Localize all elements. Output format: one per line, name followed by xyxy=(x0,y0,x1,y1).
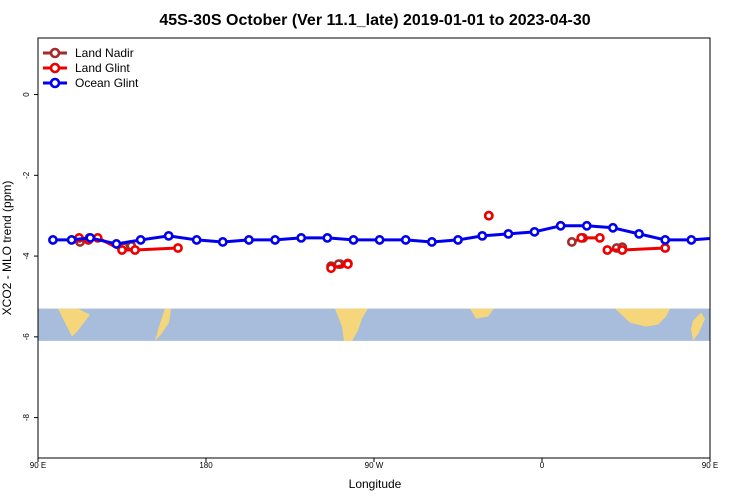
data-point xyxy=(477,230,488,241)
series-layer xyxy=(48,210,747,274)
data-point xyxy=(714,234,721,241)
data-point xyxy=(191,235,202,245)
land-nz-1 xyxy=(155,308,171,341)
y-tick-label: -8 xyxy=(22,414,31,422)
data-point xyxy=(634,228,644,239)
map-band xyxy=(38,308,710,341)
ocean-band xyxy=(38,308,710,341)
data-point xyxy=(217,237,228,247)
data-point xyxy=(686,235,697,245)
data-point xyxy=(400,235,411,245)
data-point xyxy=(602,245,613,255)
land-australia-1 xyxy=(48,308,90,337)
data-point xyxy=(660,243,671,253)
land-nz-2 xyxy=(691,312,705,341)
data-point xyxy=(135,235,146,245)
y-tick-label: -6 xyxy=(22,333,31,341)
x-tick-label: 0 xyxy=(540,461,545,470)
y-axis-label: XCO2 - MLO trend (ppm) xyxy=(0,181,14,316)
data-point xyxy=(426,237,437,247)
series-ocean-glint xyxy=(48,220,747,249)
y-tick-label: -4 xyxy=(22,252,31,260)
legend-label: Land Nadir xyxy=(75,46,134,60)
legend-label: Ocean Glint xyxy=(75,76,139,90)
data-point xyxy=(85,233,96,243)
data-point xyxy=(503,228,514,239)
data-point xyxy=(322,233,333,243)
legend-marker xyxy=(49,47,61,59)
data-point xyxy=(374,235,385,245)
data-point xyxy=(163,230,174,241)
y-axis: 0 -2 -4 -6 -8 xyxy=(22,92,38,421)
data-point xyxy=(594,233,605,243)
data-point xyxy=(581,220,592,231)
y-tick-label: -2 xyxy=(22,171,31,179)
data-point xyxy=(740,240,747,247)
chart-title: 45S-30S October (Ver 11.1_late) 2019-01-… xyxy=(159,12,590,29)
data-point xyxy=(576,233,587,243)
x-tick-label: 90 E xyxy=(702,461,718,470)
x-tick-label: 90 E xyxy=(30,461,46,470)
x-axis-label: Longitude xyxy=(349,477,402,491)
data-point xyxy=(555,220,566,231)
data-point xyxy=(483,210,494,221)
data-point xyxy=(111,239,122,249)
data-point xyxy=(296,233,307,243)
data-point xyxy=(244,235,254,245)
land-south-america xyxy=(335,308,368,341)
data-point xyxy=(348,235,359,245)
data-point xyxy=(566,237,577,247)
series-land-glint xyxy=(74,210,671,274)
data-point xyxy=(130,245,140,255)
data-point xyxy=(529,226,540,237)
data-point xyxy=(660,235,671,245)
y-tick-label: 0 xyxy=(22,92,31,97)
data-point xyxy=(608,222,618,233)
data-point xyxy=(173,243,183,253)
data-point xyxy=(48,235,58,245)
data-point xyxy=(453,235,463,245)
data-point xyxy=(66,235,77,245)
data-point xyxy=(117,245,127,255)
land-africa-tip xyxy=(470,308,494,319)
data-point xyxy=(617,245,628,255)
x-axis: 90 E 180 90 W 0 90 E xyxy=(30,458,718,470)
x-tick-label: 90 W xyxy=(365,461,384,470)
data-point xyxy=(342,259,353,270)
legend-marker xyxy=(49,62,61,74)
legend-marker xyxy=(49,77,61,89)
legend-label: Land Glint xyxy=(75,61,130,75)
land-australia-2 xyxy=(615,308,670,327)
data-point xyxy=(270,235,280,245)
x-tick-label: 180 xyxy=(199,461,213,470)
data-point xyxy=(326,263,336,274)
